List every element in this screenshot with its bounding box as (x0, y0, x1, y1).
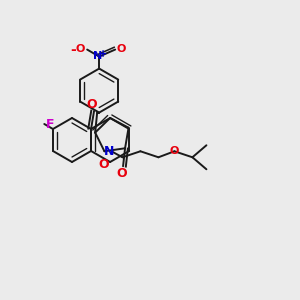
Text: O: O (99, 158, 110, 170)
Text: N: N (104, 145, 115, 158)
Text: +: + (99, 49, 107, 58)
Text: F: F (46, 118, 55, 130)
Text: O: O (116, 44, 126, 54)
Text: O: O (76, 44, 85, 54)
Text: -: - (70, 43, 76, 57)
Text: O: O (170, 146, 179, 156)
Text: O: O (87, 98, 98, 110)
Text: N: N (92, 51, 102, 61)
Text: O: O (117, 167, 128, 180)
